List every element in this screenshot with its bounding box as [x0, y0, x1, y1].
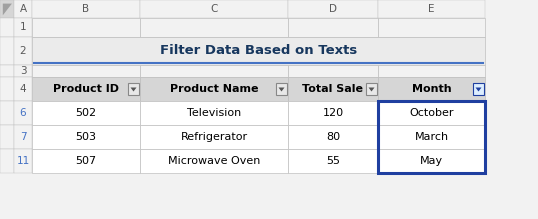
Polygon shape [476, 88, 482, 92]
Bar [378, 125, 485, 149]
Polygon shape [131, 88, 137, 92]
Bar [0, 125, 14, 149]
Bar [32, 77, 140, 101]
Bar [0, 77, 14, 101]
Text: March: March [414, 132, 449, 142]
Text: C: C [210, 4, 218, 14]
Bar [14, 125, 32, 149]
Bar [14, 77, 32, 101]
Bar [288, 101, 378, 125]
Bar [128, 83, 139, 95]
Text: 3: 3 [20, 66, 26, 76]
Bar [288, 125, 378, 149]
Bar [0, 149, 14, 173]
Bar [378, 0, 485, 18]
Bar [32, 18, 140, 37]
Polygon shape [3, 4, 12, 15]
Bar [140, 149, 288, 173]
Text: 120: 120 [322, 108, 344, 118]
Bar [0, 0, 14, 18]
Bar [0, 101, 14, 125]
Bar [140, 65, 288, 77]
Bar [14, 37, 32, 65]
Text: Product ID: Product ID [53, 84, 119, 94]
Text: 80: 80 [326, 132, 340, 142]
Bar [14, 101, 32, 125]
Text: Total Sale: Total Sale [302, 84, 364, 94]
Text: B: B [82, 4, 89, 14]
Text: October: October [409, 108, 454, 118]
Bar [378, 101, 485, 173]
Bar [140, 77, 288, 101]
Text: Product Name: Product Name [170, 84, 258, 94]
Bar [140, 0, 288, 18]
Bar [32, 37, 485, 65]
Text: Television: Television [187, 108, 241, 118]
Polygon shape [369, 88, 374, 92]
Bar [140, 101, 288, 125]
Text: 4: 4 [20, 84, 26, 94]
Text: 55: 55 [326, 156, 340, 166]
Bar [288, 18, 378, 37]
Text: E: E [428, 4, 435, 14]
Text: 507: 507 [75, 156, 96, 166]
Text: 503: 503 [75, 132, 96, 142]
Bar [140, 18, 288, 37]
Bar [0, 37, 14, 65]
Text: Microwave Oven: Microwave Oven [168, 156, 260, 166]
Text: 1: 1 [20, 23, 26, 32]
Bar [32, 101, 140, 125]
Bar [32, 65, 140, 77]
Bar [32, 149, 140, 173]
Bar [378, 149, 485, 173]
Bar [14, 149, 32, 173]
Polygon shape [279, 88, 285, 92]
Text: 7: 7 [20, 132, 26, 142]
Bar [32, 125, 140, 149]
Bar [14, 65, 32, 77]
Bar [0, 65, 14, 77]
Bar [378, 101, 485, 125]
Text: 11: 11 [16, 156, 30, 166]
Bar [140, 125, 288, 149]
Bar [473, 83, 484, 95]
Bar [378, 65, 485, 77]
Text: 502: 502 [75, 108, 96, 118]
Bar [32, 0, 140, 18]
Text: 2: 2 [20, 46, 26, 56]
Text: May: May [420, 156, 443, 166]
Text: Month: Month [412, 84, 451, 94]
Bar [288, 77, 378, 101]
Text: D: D [329, 4, 337, 14]
Bar [14, 18, 32, 37]
Bar [288, 149, 378, 173]
Bar [366, 83, 377, 95]
Text: A: A [19, 4, 26, 14]
Bar [14, 0, 32, 18]
Bar [288, 0, 378, 18]
Bar [0, 18, 14, 37]
Text: Refrigerator: Refrigerator [180, 132, 247, 142]
Bar [276, 83, 287, 95]
Bar [378, 18, 485, 37]
Bar [288, 65, 378, 77]
Bar [378, 77, 485, 101]
Text: 6: 6 [20, 108, 26, 118]
Text: Filter Data Based on Texts: Filter Data Based on Texts [160, 44, 357, 58]
